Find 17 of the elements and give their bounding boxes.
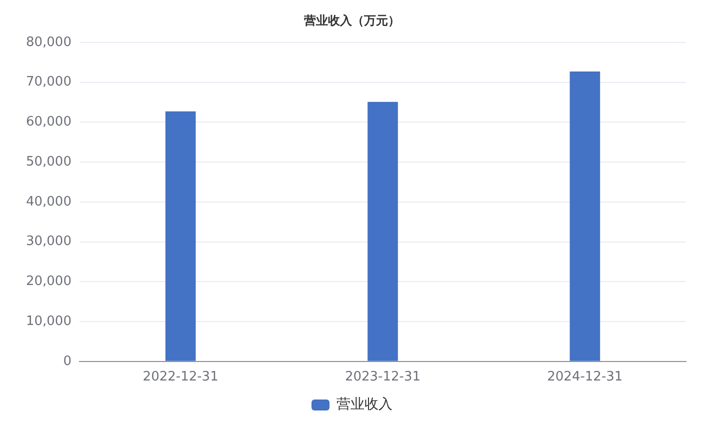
y-tick-label: 10,000 (26, 314, 72, 329)
chart-title: 营业收入（万元） (303, 13, 400, 28)
bar (165, 111, 196, 361)
y-tick-label: 40,000 (26, 194, 72, 210)
x-tick-label: 2022-12-31 (142, 370, 218, 385)
bar (368, 102, 398, 361)
legend-label: 营业收入 (336, 396, 392, 413)
y-tick-label: 30,000 (26, 234, 72, 250)
y-tick-label: 50,000 (26, 154, 72, 170)
y-tick-label: 20,000 (26, 274, 72, 290)
y-tick-label: 0 (63, 354, 72, 369)
y-tick-label: 60,000 (26, 114, 72, 130)
y-tick-label: 80,000 (26, 34, 72, 50)
bar (570, 72, 600, 361)
x-tick-label: 2024-12-31 (547, 370, 623, 385)
y-tick-label: 70,000 (26, 74, 72, 90)
x-tick-label: 2023-12-31 (344, 370, 421, 385)
